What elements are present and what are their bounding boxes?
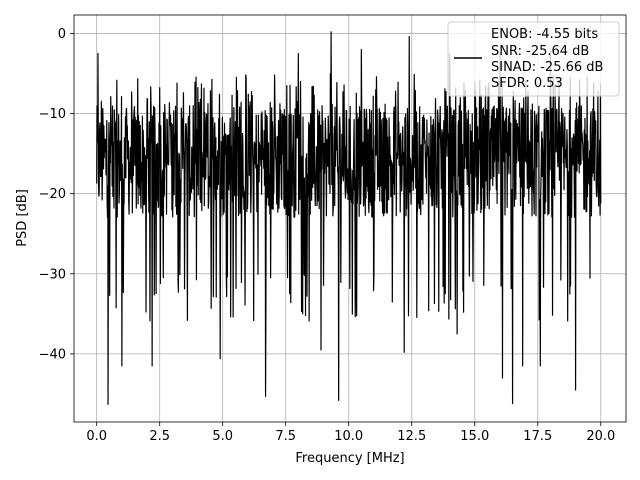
psd-trace (96, 31, 602, 405)
legend-snr: SNR: -25.64 dB (491, 44, 589, 59)
x-tick-label: 7.5 (275, 429, 296, 444)
x-tick-label: 17.5 (523, 429, 552, 444)
y-tick-label: −20 (39, 187, 66, 202)
y-tick-label: −40 (39, 347, 66, 362)
plot-frame (73, 14, 627, 423)
x-tick-label: 12.5 (397, 429, 426, 444)
y-tick-label: 0 (58, 27, 66, 42)
psd-series-line (96, 31, 602, 405)
legend-sinad: SINAD: -25.66 dB (491, 60, 603, 75)
x-tick-label: 15.0 (460, 429, 489, 444)
x-tick-label: 5.0 (212, 429, 233, 444)
x-tick-label: 2.5 (149, 429, 170, 444)
x-axis-label: Frequency [MHz] (295, 451, 404, 466)
x-tick-label: 0.0 (86, 429, 107, 444)
legend-enob: ENOB: -4.55 bits (491, 27, 598, 42)
x-tick-label: 10.0 (334, 429, 363, 444)
y-tick-label: −10 (39, 107, 66, 122)
x-tick-label: 20.0 (586, 429, 615, 444)
y-axis-ticks: 0 −10 −20 −30 −40 (39, 27, 74, 362)
y-tick-label: −30 (39, 267, 66, 282)
legend-box (447, 21, 620, 97)
y-axis-label: PSD [dB] (15, 189, 30, 247)
legend-sfdr: SFDR: 0.53 (491, 76, 563, 91)
x-axis-ticks: 0.0 2.5 5.0 7.5 10.0 12.5 15.0 17.5 20.0 (86, 422, 615, 444)
legend: ENOB: -4.55 bits SNR: -25.64 dB SINAD: -… (447, 21, 620, 97)
